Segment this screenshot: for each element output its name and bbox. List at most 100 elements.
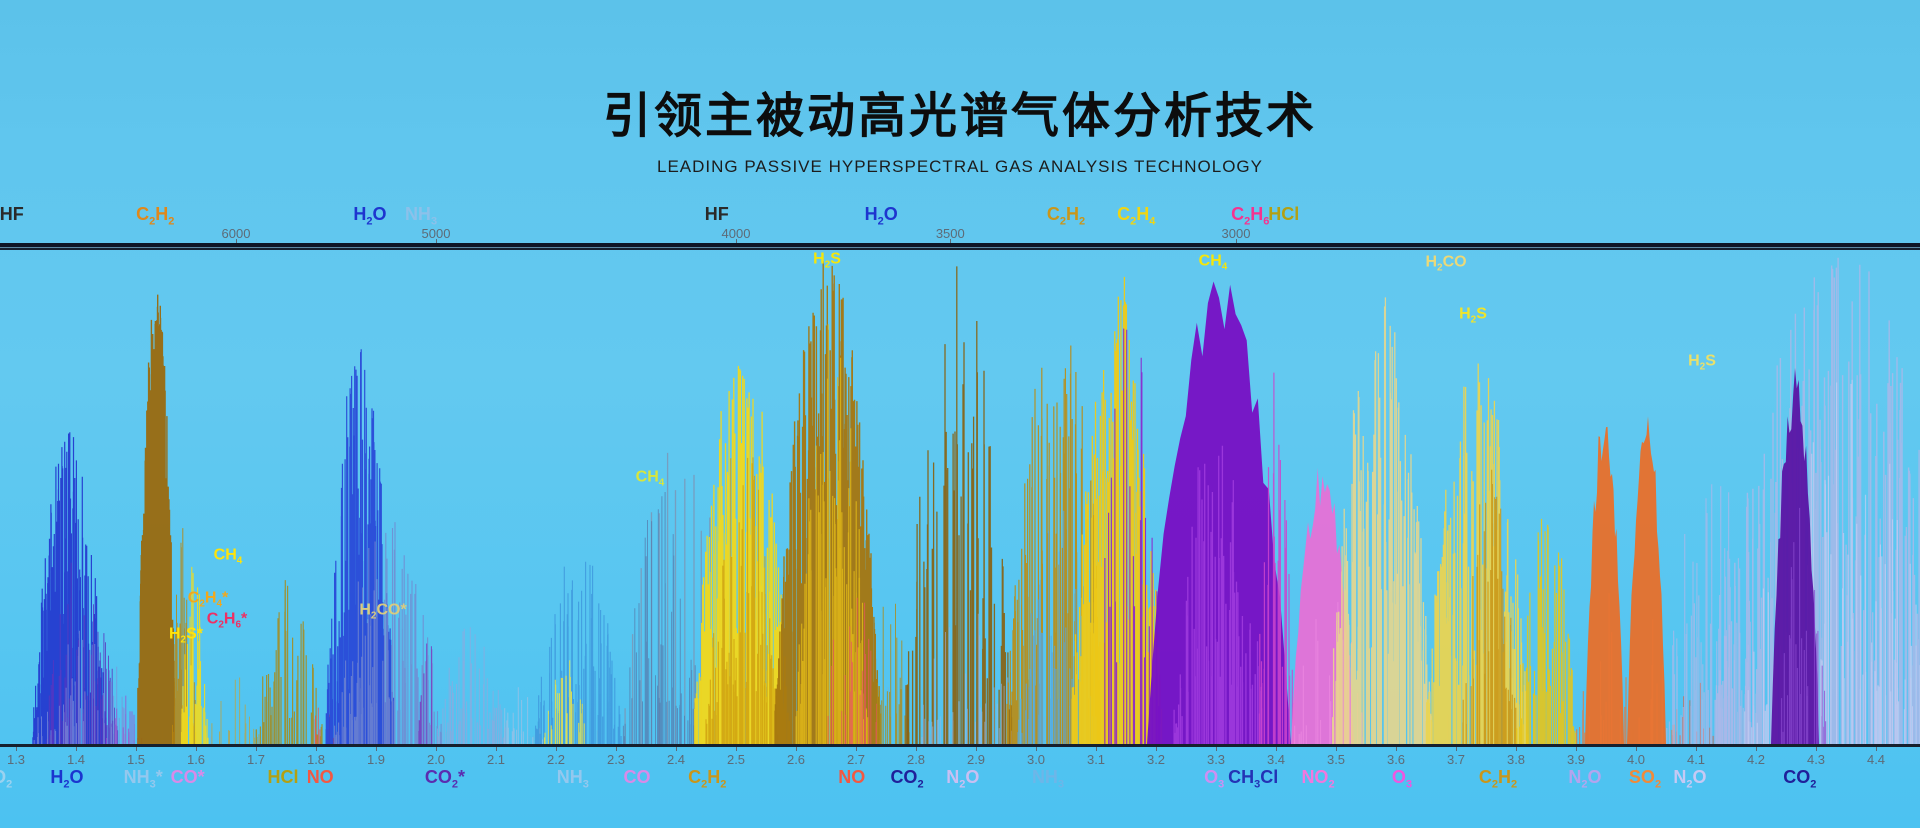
bottom-axis-tick-label: 3.5	[1326, 752, 1346, 767]
band-misc	[418, 643, 432, 744]
bottom-axis-tick-mark	[196, 747, 197, 751]
gas-label-hcl: HCl	[267, 767, 299, 787]
bottom-axis-tick-label: 3.0	[1026, 752, 1046, 767]
band-c2h2	[137, 294, 176, 744]
bottom-axis-tick-label: 2.0	[426, 752, 446, 767]
page-subtitle: LEADING PASSIVE HYPERSPECTRAL GAS ANALYS…	[657, 157, 1263, 176]
bottom-axis-tick-mark	[856, 747, 857, 751]
gas-label-o2: O2	[0, 768, 13, 791]
bottom-axis-tick-mark	[1396, 747, 1397, 751]
bottom-axis-tick-mark	[1516, 747, 1517, 751]
band-co2*	[437, 627, 506, 744]
bottom-axis-tick-mark	[316, 747, 317, 751]
bottom-axis-tick-mark	[1156, 747, 1157, 751]
gas-label-c2h4: C2H4	[1117, 204, 1156, 228]
gas-label-nh3: NH3	[404, 204, 438, 228]
gas-label-c2h6: C2H6	[1231, 204, 1270, 228]
bottom-axis-tick-mark	[616, 747, 617, 751]
gas-label-co: CO	[623, 767, 651, 787]
top-axis-tick-mark	[736, 239, 737, 244]
top-axis-tick-label: 4000	[721, 226, 751, 241]
top-axis-tick-label: 3000	[1221, 226, 1251, 241]
band-h2co	[1332, 297, 1433, 744]
gas-label-o3: O3	[1391, 767, 1413, 791]
gas-label-o3: O3	[1204, 767, 1225, 791]
bottom-axis-tick-mark	[976, 747, 977, 751]
gas-label-n2o: N2O	[1673, 767, 1707, 791]
top-axis-tick-label: 5000	[421, 226, 451, 241]
bottom-axis-tick-label: 1.5	[126, 752, 146, 767]
band-misc	[876, 603, 910, 744]
spectra-chart	[32, 257, 1920, 744]
inchart-gas-label-ch4: CH4	[213, 546, 243, 567]
bottom-axis-tick-label: 4.1	[1686, 752, 1706, 767]
bottom-axis-tick-mark	[736, 747, 737, 751]
bottom-axis-tick-mark	[676, 747, 677, 751]
bottom-axis-tick-mark	[1756, 747, 1757, 751]
inchart-gas-label-h2s: H2S	[813, 250, 841, 271]
gas-label-h2o: H2O	[50, 767, 84, 791]
gas-label-co2: CO2*	[424, 767, 466, 791]
gas-label-nh3: NH3	[1031, 767, 1065, 791]
band-o3	[1173, 445, 1263, 744]
gas-label-h2o: H2O	[864, 204, 898, 228]
inchart-gas-label-c2h6: C2H6*	[206, 610, 248, 631]
band-c2h2	[1462, 469, 1517, 744]
inchart-gas-label-h2co: H2CO*	[359, 601, 407, 622]
inchart-gas-label-h2co: H2CO	[1425, 253, 1467, 274]
inchart-gas-label-h2s: H2S*	[168, 625, 204, 646]
gas-label-hcl: HCl	[1268, 204, 1300, 224]
bottom-axis-tick-label: 1.6	[186, 752, 206, 767]
gas-label-c2h2: C2H2	[136, 204, 175, 228]
bottom-axis-tick-mark	[796, 747, 797, 751]
top-axis-line	[0, 243, 1920, 250]
bottom-axis-tick-mark	[1636, 747, 1637, 751]
inchart-gas-label-ch4: CH4	[1198, 252, 1228, 273]
bottom-axis-tick-mark	[1096, 747, 1097, 751]
bottom-axis-tick-label: 2.1	[486, 752, 506, 767]
band-so2	[1627, 416, 1666, 744]
gas-label-nh3: NH3*	[123, 767, 163, 791]
bottom-axis-tick-mark	[1696, 747, 1697, 751]
bottom-axis-tick-mark	[496, 747, 497, 751]
band-misc	[211, 677, 260, 744]
gas-label-no2: NO2	[1301, 767, 1335, 791]
bottom-axis-tick-label: 3.3	[1206, 752, 1226, 767]
gas-label-nh3: NH3	[556, 767, 589, 791]
band-n2o	[1666, 484, 1757, 744]
top-axis-tick-mark	[236, 239, 237, 244]
bottom-axis-line	[0, 744, 1920, 747]
inchart-gas-label-h2s: H2S	[1688, 352, 1716, 373]
band-n2o	[921, 613, 1016, 744]
bottom-axis-tick-mark	[436, 747, 437, 751]
bottom-axis-tick-label: 4.4	[1866, 752, 1886, 767]
bottom-axis-tick-mark	[136, 747, 137, 751]
bottom-axis-tick-mark	[916, 747, 917, 751]
top-axis-tick-mark	[1236, 239, 1237, 244]
bottom-axis-tick-label: 2.9	[966, 752, 986, 767]
bottom-axis-tick-mark	[1276, 747, 1277, 751]
bottom-axis-tick-label: 3.1	[1086, 752, 1106, 767]
band-c2h2	[1516, 518, 1577, 744]
bottom-axis-tick-mark	[1036, 747, 1037, 751]
bottom-axis-tick-label: 2.4	[666, 752, 686, 767]
bottom-axis-tick-mark	[376, 747, 377, 751]
gas-label-n2o: N2O	[946, 767, 980, 791]
gas-label-n2o: N2O	[1568, 767, 1602, 791]
band-co	[622, 492, 701, 744]
bottom-axis-tick-label: 3.4	[1266, 752, 1286, 767]
gas-label-c2h2: C2H2	[1046, 204, 1086, 228]
bottom-axis-tick-label: 1.4	[66, 752, 86, 767]
gas-label-no: NO	[306, 767, 334, 787]
gas-label-co2: CO2	[890, 767, 924, 791]
bottom-axis-tick-label: 3.8	[1506, 752, 1526, 767]
bottom-axis-tick-label: 3.2	[1146, 752, 1166, 767]
bottom-axis-tick-label: 4.3	[1806, 752, 1826, 767]
bottom-axis-tick-label: 2.2	[546, 752, 566, 767]
bottom-axis-tick-label: 4.0	[1626, 752, 1646, 767]
inchart-gas-label-h2s: H2S	[1459, 305, 1487, 326]
gas-label-hf: HF	[0, 204, 24, 224]
bottom-axis-tick-mark	[76, 747, 77, 751]
top-axis-tick-mark	[950, 239, 952, 244]
